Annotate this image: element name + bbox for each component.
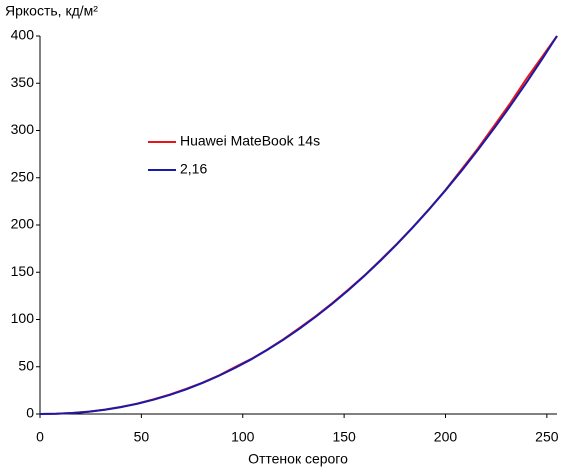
y-tick-label: 50 xyxy=(18,357,34,373)
legend-label: Huawei MateBook 14s xyxy=(180,133,320,149)
y-axis-label: Яркость, кд/м² xyxy=(5,3,98,19)
series-line xyxy=(39,35,558,415)
legend-label: 2,16 xyxy=(180,161,207,177)
y-tick-label: 350 xyxy=(11,74,35,90)
x-tick-label: 0 xyxy=(36,429,44,445)
x-tick-label: 50 xyxy=(134,429,150,445)
y-tick-label: 400 xyxy=(11,27,35,43)
y-tick-label: 0 xyxy=(26,405,34,421)
y-tick-label: 200 xyxy=(11,216,35,232)
x-axis-label: Оттенок серого xyxy=(248,451,348,467)
series-line xyxy=(39,35,558,415)
y-tick-label: 100 xyxy=(11,310,35,326)
x-tick-label: 250 xyxy=(535,429,559,445)
x-tick-label: 100 xyxy=(231,429,255,445)
x-tick-label: 200 xyxy=(434,429,458,445)
y-tick-label: 250 xyxy=(11,168,35,184)
y-tick-label: 150 xyxy=(11,263,35,279)
y-tick-label: 300 xyxy=(11,121,35,137)
x-tick-label: 150 xyxy=(332,429,356,445)
